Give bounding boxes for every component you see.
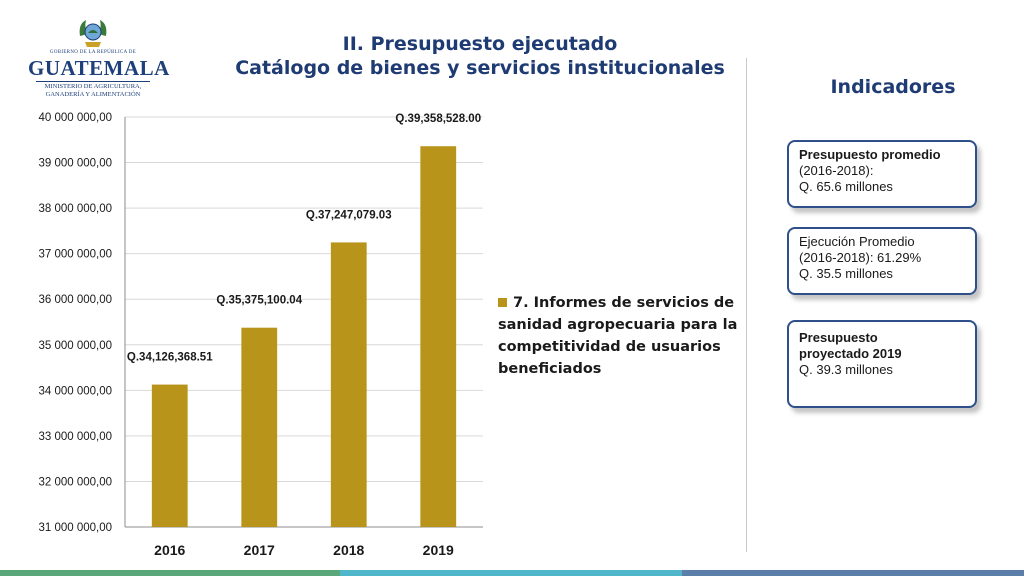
card-period: (2016-2018): 61.29% [799,250,922,265]
indicators-title: Indicadores [830,76,956,98]
logo-rule [36,81,150,82]
footer-segment-2 [340,570,682,576]
government-label: GOBIERNO DE LA REPÚBLICA DE [49,50,137,55]
card-value: Q. 65.6 millones [799,179,893,194]
coat-of-arms-icon [79,20,107,47]
title-line-1: II. Presupuesto ejecutado [342,33,618,55]
ministry-line-1: MINISTERIO DE AGRICULTURA, [44,83,142,90]
legend-label: 7. Informes de servicios de sanidad agro… [498,295,738,377]
y-tick-label: 31 000 000,00 [38,522,112,534]
bar [241,327,278,527]
data-label: Q.37,247,079.03 [306,209,392,221]
y-tick-label: 40 000 000,00 [38,112,112,124]
vertical-divider [746,58,747,552]
card-heading: Presupuesto [799,330,878,345]
data-label: Q.39,358,528.00 [395,113,481,125]
indicator-card-avg-execution: Ejecución Promedio (2016-2018): 61.29% Q… [787,227,977,295]
y-tick-label: 39 000 000,00 [38,158,112,170]
card-value: Q. 35.5 millones [799,266,893,281]
ministry-line-2: GANADERÍA Y ALIMENTACIÓN [45,91,141,98]
page-title: II. Presupuesto ejecutado Catálogo de bi… [200,32,760,80]
y-tick-label: 36 000 000,00 [38,294,112,306]
y-tick-label: 37 000 000,00 [38,249,112,261]
card-heading: Ejecución Promedio [799,234,915,249]
guatemala-logo: GOBIERNO DE LA REPÚBLICA DE GUATEMALA MI… [28,16,170,99]
y-tick-label: 38 000 000,00 [38,203,112,215]
x-tick-label: 2016 [154,542,185,558]
bar [151,384,188,527]
y-tick-label: 35 000 000,00 [38,340,112,352]
footer-segment-1 [0,570,340,576]
x-tick-label: 2017 [244,542,275,558]
bar [330,242,367,528]
country-name: GUATEMALA [28,56,170,80]
footer-stripe [0,570,1024,576]
data-label: Q.35,375,100.04 [216,295,302,307]
card-heading: Presupuesto promedio [799,147,941,162]
card-subheading: proyectado 2019 [799,346,902,361]
y-tick-label: 34 000 000,00 [38,385,112,397]
y-tick-label: 33 000 000,00 [38,431,112,443]
footer-segment-3 [682,570,1024,576]
title-line-2: Catálogo de bienes y servicios instituci… [235,57,725,79]
x-tick-label: 2018 [333,542,364,558]
bar [420,146,457,528]
ministry-name: MINISTERIO DE AGRICULTURA, GANADERÍA Y A… [28,83,158,99]
card-period: (2016-2018): [799,163,874,178]
indicator-card-avg-budget: Presupuesto promedio (2016-2018): Q. 65.… [787,140,977,208]
x-tick-label: 2019 [423,542,454,558]
card-value: Q. 39.3 millones [799,362,893,377]
y-tick-label: 32 000 000,00 [38,476,112,488]
indicator-card-projected: Presupuesto proyectado 2019 Q. 39.3 mill… [787,320,977,408]
legend-swatch [498,298,507,307]
chart-legend: 7. Informes de servicios de sanidad agro… [498,292,738,380]
data-label: Q.34,126,368.51 [127,352,213,364]
